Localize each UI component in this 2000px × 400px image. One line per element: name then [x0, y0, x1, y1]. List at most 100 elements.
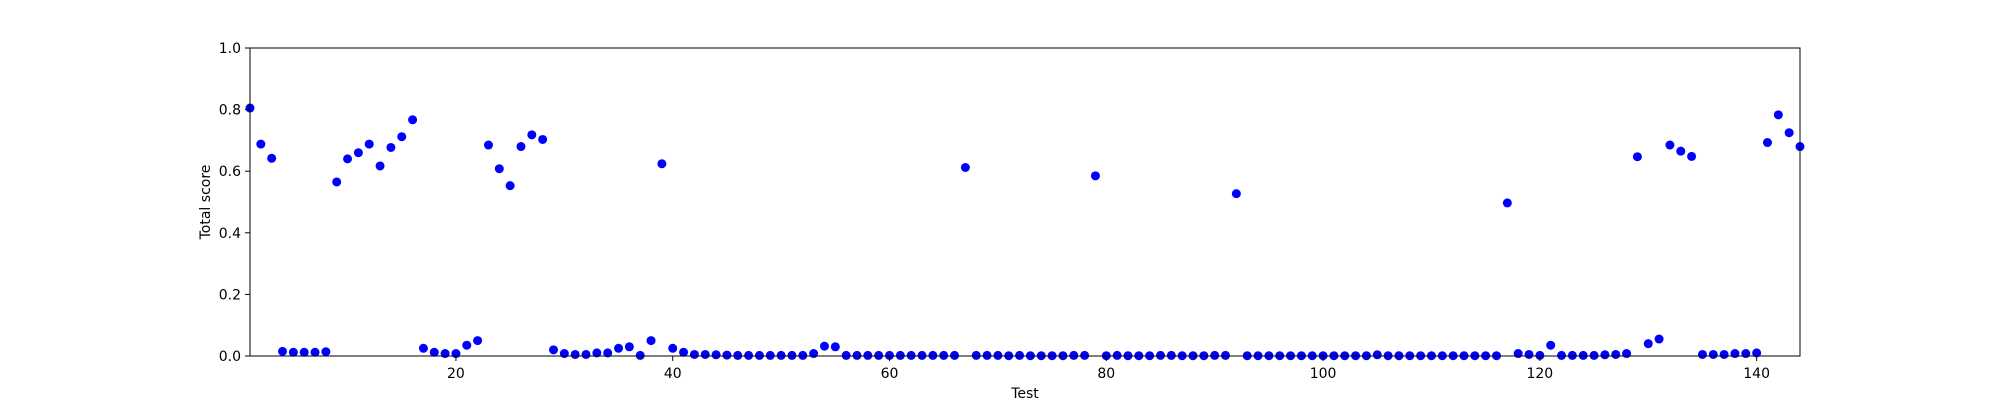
data-point [1741, 349, 1751, 359]
y-tick-label: 0.6 [219, 164, 241, 180]
data-point [440, 349, 450, 359]
data-point [1600, 350, 1610, 360]
data-point [538, 134, 548, 144]
data-point [473, 336, 483, 346]
data-point [1676, 146, 1686, 156]
x-tick-label: 60 [881, 366, 899, 382]
data-point [841, 350, 851, 360]
data-point [516, 142, 526, 152]
data-point [1654, 334, 1664, 344]
data-point [906, 350, 916, 360]
data-point [657, 159, 667, 169]
data-point [570, 349, 580, 359]
data-point [1665, 140, 1675, 150]
data-point [722, 350, 732, 360]
data-point [679, 347, 689, 357]
data-point [950, 350, 960, 360]
data-point [321, 347, 331, 357]
data-point [895, 350, 905, 360]
data-point [1762, 138, 1772, 148]
data-point [982, 350, 992, 360]
data-point [1557, 350, 1567, 360]
data-point [635, 350, 645, 360]
axis-ticks: 20 40 60 80 100 120 140 0.0 0.2 0.4 0.6 0.8 1.0 [219, 41, 1770, 382]
data-point [1372, 350, 1382, 360]
data-point [1687, 151, 1697, 161]
data-point [505, 181, 515, 191]
data-point [1069, 350, 1079, 360]
data-point [1080, 350, 1090, 360]
data-point [1589, 350, 1599, 360]
y-axis-label: Total score [198, 165, 214, 241]
data-point [267, 153, 277, 163]
data-point [397, 132, 407, 142]
data-point [1112, 350, 1122, 360]
x-tick-label: 100 [1310, 366, 1337, 382]
data-point [863, 350, 873, 360]
data-point [559, 349, 569, 359]
data-point [993, 350, 1003, 360]
data-point [1524, 349, 1534, 359]
data-point [408, 115, 418, 125]
data-point [548, 345, 558, 355]
data-point [1719, 349, 1729, 359]
data-point [1513, 349, 1523, 359]
data-point [418, 343, 428, 353]
data-point [1730, 349, 1740, 359]
y-tick-label: 0.2 [219, 287, 241, 303]
data-point [971, 350, 981, 360]
y-tick-label: 0.4 [219, 226, 241, 242]
y-tick-label: 0.8 [219, 103, 241, 119]
data-point [592, 348, 602, 358]
data-point [1155, 350, 1165, 360]
data-point [386, 142, 396, 152]
data-point [299, 347, 309, 357]
data-point [1221, 350, 1231, 360]
data-point [1535, 350, 1545, 360]
data-point [310, 347, 320, 357]
data-points [245, 103, 1805, 361]
data-point [429, 347, 439, 357]
data-point [1773, 110, 1783, 120]
data-point [1567, 350, 1577, 360]
data-point [960, 163, 970, 173]
data-point [885, 350, 895, 360]
data-point [462, 340, 472, 350]
data-point [527, 130, 537, 140]
x-tick-label: 120 [1526, 366, 1553, 382]
data-point [787, 350, 797, 360]
data-point [765, 350, 775, 360]
data-point [278, 346, 288, 356]
data-point [343, 154, 353, 164]
data-point [624, 342, 634, 352]
data-point [1784, 128, 1794, 138]
x-tick-label: 40 [664, 366, 682, 382]
data-point [1231, 189, 1241, 199]
data-point [375, 161, 385, 171]
data-point [939, 350, 949, 360]
data-point [798, 350, 808, 360]
data-point [668, 343, 678, 353]
data-point [852, 350, 862, 360]
data-point [733, 350, 743, 360]
data-point [332, 177, 342, 187]
data-point [353, 148, 363, 158]
data-point [646, 336, 656, 346]
x-tick-label: 140 [1743, 366, 1770, 382]
x-tick-label: 80 [1097, 366, 1115, 382]
data-point [1546, 340, 1556, 350]
data-point [1632, 152, 1642, 162]
y-tick-label: 0.0 [219, 349, 241, 365]
data-point [874, 350, 884, 360]
x-tick-label: 20 [447, 366, 465, 382]
data-point [483, 140, 493, 150]
data-point [754, 350, 764, 360]
data-point [581, 349, 591, 359]
y-tick-label: 1.0 [219, 41, 241, 57]
data-point [1622, 349, 1632, 359]
data-point [776, 350, 786, 360]
data-point [1090, 171, 1100, 181]
data-point [1643, 339, 1653, 349]
